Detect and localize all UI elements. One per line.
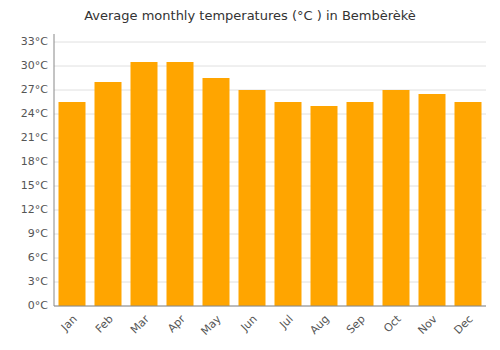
x-tick-label: Dec [452, 313, 476, 337]
bar [239, 90, 266, 306]
y-tick-label: 6°C [28, 251, 48, 264]
x-tick-label: Apr [165, 312, 188, 335]
x-tick-label: Jan [58, 313, 80, 335]
y-tick-label: 18°C [21, 155, 48, 168]
bar [419, 94, 446, 306]
bars [59, 62, 482, 306]
bar [275, 102, 302, 306]
x-tick-label: Mar [128, 312, 152, 336]
bar [203, 78, 230, 306]
grid-line [54, 66, 486, 67]
y-tick-label: 0°C [28, 299, 48, 312]
bar [383, 90, 410, 306]
x-tick-label: May [198, 312, 224, 338]
bar [131, 62, 158, 306]
bar [347, 102, 374, 306]
y-tick-labels: 0°C 3°C 6°C 9°C 12°C 15°C 18°C 21°C 24°C 27°C 30°C… [21, 35, 48, 312]
x-tick-label: Sep [344, 313, 368, 337]
chart-container: 0°C 3°C 6°C 9°C 12°C 15°C 18°C 21°C 24°C 27°C 30°C… [0, 0, 500, 350]
x-tick-label: Nov [415, 312, 440, 337]
y-tick-label: 9°C [28, 227, 48, 240]
title: Average monthly temperatures (°C ) in Be… [84, 8, 416, 23]
x-axis-line [54, 306, 486, 307]
bar [311, 106, 338, 306]
grid-line [54, 42, 486, 43]
y-tick-label: 30°C [21, 59, 48, 72]
x-tick-label: Jun [238, 313, 260, 335]
y-grid [54, 42, 486, 306]
bar [455, 102, 482, 306]
grid-line [54, 306, 486, 307]
bar [167, 62, 194, 306]
y-axis-line [54, 34, 55, 306]
x-tick-labels: Jan Feb Mar Apr May Jun Jul Aug Sep Oct Nov Dec [58, 312, 476, 338]
x-tick-label: Aug [307, 313, 331, 337]
x-tick-label: Feb [93, 313, 116, 336]
y-tick-label: 21°C [21, 131, 48, 144]
y-tick-label: 27°C [21, 83, 48, 96]
x-tick-label: Oct [381, 312, 404, 335]
y-tick-label: 33°C [21, 35, 48, 48]
bar [95, 82, 122, 306]
bar [59, 102, 86, 306]
y-tick-label: 3°C [28, 275, 48, 288]
y-tick-label: 15°C [21, 179, 48, 192]
chart: 0°C 3°C 6°C 9°C 12°C 15°C 18°C 21°C 24°C 27°C 30°C… [0, 0, 500, 350]
y-tick-label: 24°C [21, 107, 48, 120]
y-tick-label: 12°C [21, 203, 48, 216]
x-tick-label: Jul [276, 313, 295, 332]
